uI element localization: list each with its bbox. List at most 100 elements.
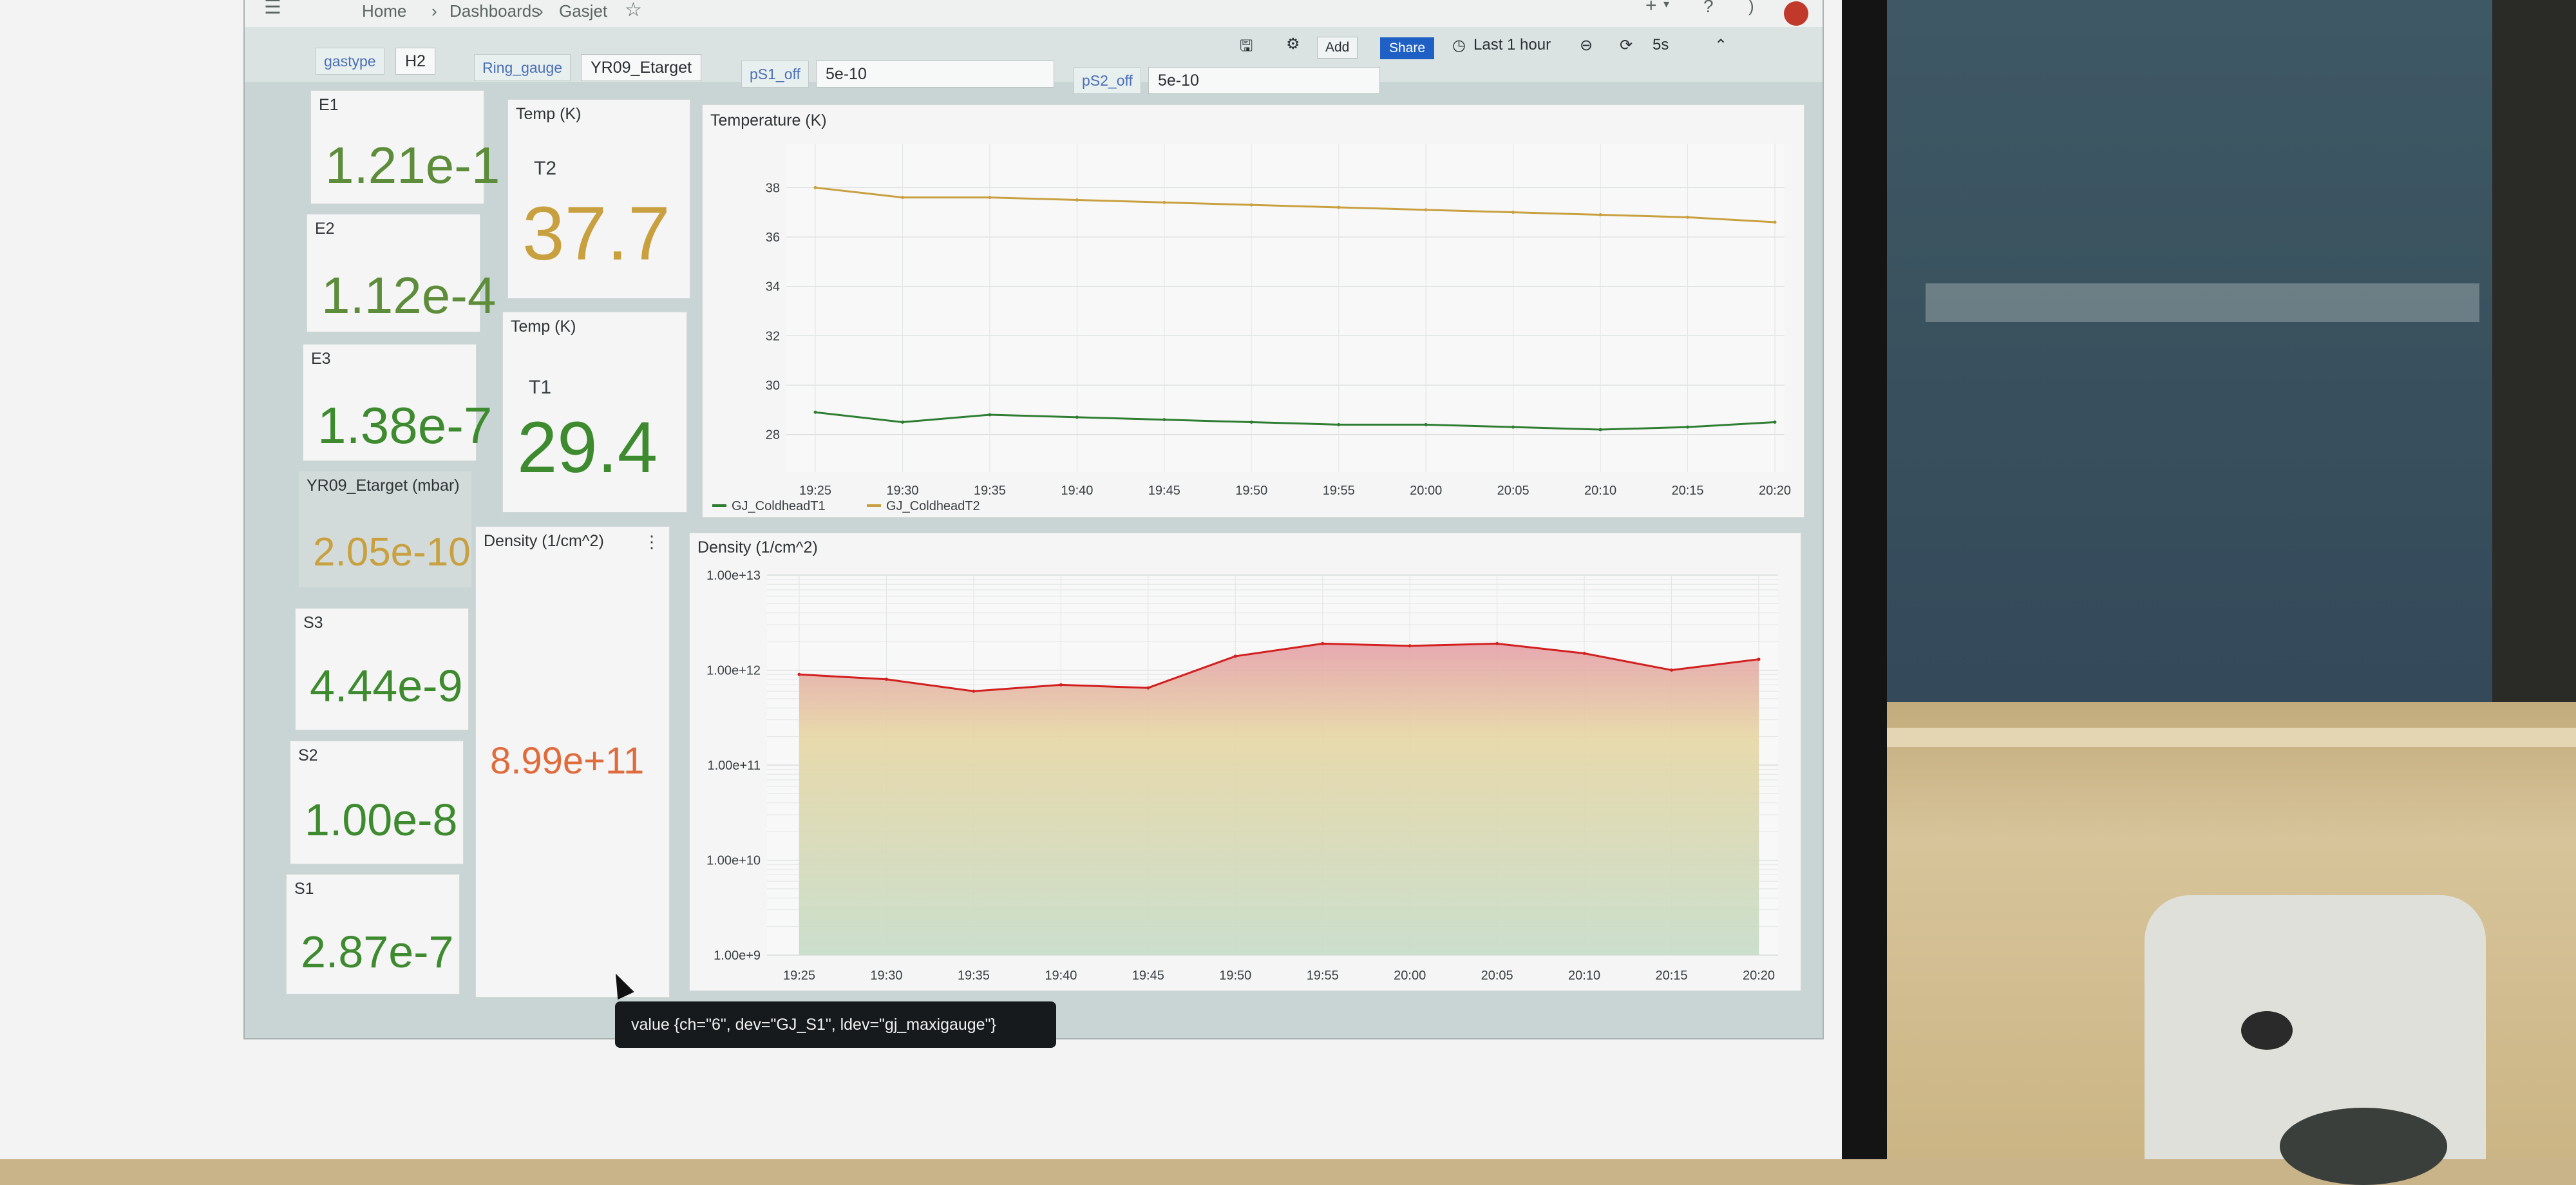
var-gastype-label: gastype (316, 48, 384, 75)
stat-panel-ring-gauge[interactable]: YR09_Etarget (mbar) 2.05e-10 (299, 471, 471, 587)
x-tick-label: 19:25 (783, 969, 815, 983)
data-point (1059, 683, 1063, 687)
data-point (1233, 654, 1237, 658)
density-chart: 1.00e+9 1.00e+10 1.00e+11 1.00e+12 1.00e+13 1… (706, 569, 1778, 983)
stat-panel-e1[interactable]: E1 1.21e-1 (310, 90, 500, 204)
data-point (1582, 652, 1586, 656)
breadcrumb-separator-icon: › (538, 1, 544, 21)
grafana-dashboard: ☰ Home › Dashboards › Gasjet ☆ + ▾ ? ) g… (243, 0, 1824, 1039)
save-icon[interactable]: 🖫 (1240, 37, 1253, 55)
x-tick-label: 19:55 (1307, 969, 1339, 983)
collapse-icon[interactable]: ⌃ (1714, 37, 1728, 54)
stat-value: 29.4 (517, 407, 658, 488)
refresh-icon[interactable]: ⟳ (1620, 37, 1633, 54)
tooltip: value {ch="6", dev="GJ_S1", ldev="gj_max… (615, 1001, 1056, 1048)
stat-panel-s1[interactable]: S1 2.87e-7 (286, 874, 460, 994)
window-reflection (1926, 283, 2479, 322)
x-tick-label: 19:25 (799, 484, 831, 498)
x-tick-label: 19:35 (974, 484, 1006, 498)
data-point (1249, 421, 1253, 424)
stat-subtitle: T1 (529, 377, 552, 398)
data-point (1670, 668, 1674, 672)
gear-icon[interactable]: ⚙ (1286, 35, 1300, 53)
panel-title: E3 (311, 350, 331, 368)
avatar[interactable] (1784, 1, 1808, 26)
help-icon[interactable]: ? (1703, 0, 1714, 16)
data-point (900, 196, 904, 200)
data-point (1162, 200, 1166, 204)
data-point (1321, 641, 1325, 645)
x-tick-label: 19:30 (886, 484, 918, 498)
sill-edge (1887, 728, 2576, 747)
refresh-interval-picker[interactable]: 5s (1653, 36, 1669, 53)
data-point (1075, 415, 1079, 419)
panel-menu-icon[interactable]: ⋮ (643, 532, 660, 551)
stat-panel-density[interactable]: Density (1/cm^2) ⋮ 8.99e+11 (475, 526, 670, 998)
data-point (797, 672, 801, 676)
stat-panel-t2[interactable]: Temp (K) T2 37.7 (507, 99, 690, 299)
data-point (1249, 203, 1253, 207)
legend-label: GJ_ColdheadT1 (732, 499, 826, 513)
data-point (1408, 644, 1412, 648)
x-tick-label: 20:15 (1672, 484, 1704, 498)
stat-value: 4.44e-9 (310, 661, 463, 711)
stat-panel-e2[interactable]: E2 1.12e-4 (307, 214, 496, 332)
data-point (988, 413, 992, 417)
stat-panel-s3[interactable]: S3 4.44e-9 (295, 608, 469, 730)
temperature-panel[interactable]: Temperature (K) 28 30 32 34 36 38 19:25 19:30 19… (702, 104, 1804, 518)
data-point (1511, 425, 1515, 429)
x-tick-label: 20:15 (1656, 969, 1688, 983)
breadcrumb-separator-icon: › (431, 1, 437, 21)
data-point (1598, 428, 1602, 431)
y-tick-label: 28 (766, 428, 780, 442)
breadcrumb-home[interactable]: Home (362, 1, 407, 21)
chevron-down-icon[interactable]: ▾ (1663, 0, 1670, 10)
stat-value: 2.87e-7 (301, 927, 454, 977)
panel-title: S2 (298, 746, 318, 764)
stat-value: 1.21e-1 (325, 137, 500, 194)
density-panel[interactable]: Density (1/cm^2) 1.00e+9 1.00e+10 1.00e+11… (689, 533, 1801, 991)
speaker-port (2241, 1011, 2293, 1050)
variables-bar: gastype H2 Ring_gauge YR09_Etarget pS1_o… (245, 27, 1823, 94)
panel-title: Temp (K) (516, 105, 582, 123)
time-range-picker[interactable]: Last 1 hour (1473, 36, 1551, 53)
data-point (1424, 422, 1428, 426)
panel-title: S3 (303, 614, 323, 632)
stat-value: 8.99e+11 (490, 740, 645, 782)
var-ring-gauge-select[interactable]: YR09_Etarget (581, 54, 702, 81)
x-tick-label: 20:05 (1481, 969, 1513, 983)
y-tick-label: 1.00e+13 (706, 569, 761, 583)
add-button[interactable]: Add (1317, 37, 1358, 59)
x-tick-label: 19:30 (870, 969, 902, 983)
share-button[interactable]: Share (1380, 37, 1435, 59)
panel-title: S1 (294, 880, 314, 898)
var-ps1-off-input[interactable]: 5e-10 (816, 61, 1054, 88)
data-point (1686, 215, 1690, 219)
y-tick-label: 34 (766, 280, 780, 294)
rss-icon[interactable]: ) (1748, 0, 1754, 15)
stat-panel-s2[interactable]: S2 1.00e-8 (290, 741, 464, 864)
data-point (1598, 213, 1602, 216)
star-icon[interactable]: ☆ (625, 0, 642, 21)
data-point (1773, 220, 1777, 224)
x-tick-label: 19:45 (1132, 969, 1164, 983)
stat-value: 1.12e-4 (321, 267, 497, 324)
var-gastype-select[interactable]: H2 (395, 48, 435, 75)
x-tick-label: 19:40 (1045, 969, 1077, 983)
var-ps2-off-input[interactable]: 5e-10 (1148, 67, 1380, 94)
new-plus-icon[interactable]: + (1645, 0, 1657, 16)
var-ps1-off-label: pS1_off (741, 61, 809, 88)
panel-title: Temp (K) (511, 318, 576, 336)
zoom-out-icon[interactable]: ⊖ (1580, 37, 1593, 54)
y-tick-label: 38 (766, 181, 780, 195)
stat-panel-e3[interactable]: E3 1.38e-7 (303, 344, 492, 461)
x-tick-label: 20:20 (1743, 969, 1775, 983)
breadcrumb-dashboards[interactable]: Dashboards (450, 1, 540, 21)
data-point (988, 196, 992, 200)
menu-icon[interactable]: ☰ (264, 0, 281, 18)
var-ps2-off-label: pS2_off (1074, 67, 1141, 94)
x-tick-label: 20:20 (1759, 484, 1791, 498)
panel-title: Density (1/cm^2) (484, 532, 604, 550)
window-glass (1887, 0, 2492, 702)
stat-panel-t1[interactable]: Temp (K) T1 29.4 (502, 312, 687, 513)
